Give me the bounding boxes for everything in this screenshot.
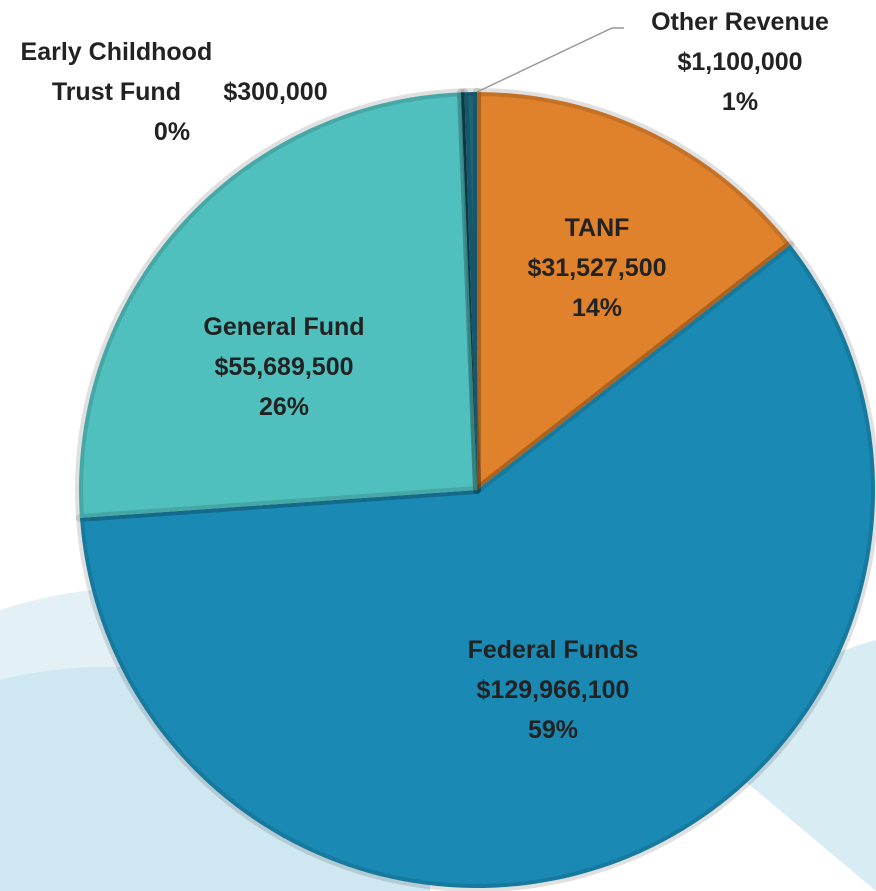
pie xyxy=(75,88,876,891)
pie-slice xyxy=(75,240,876,891)
leader-line xyxy=(476,27,624,93)
pie-slice xyxy=(75,88,481,522)
value-label: $300,000 xyxy=(216,78,328,106)
percent-label: 59% xyxy=(527,716,579,744)
pie-slice xyxy=(456,88,481,494)
slice-label: Early Childhood Trust Fund $300,000 0% xyxy=(16,32,328,152)
category-label: Early Childhood Trust Fund xyxy=(20,38,213,106)
category-label: TANF xyxy=(564,214,630,242)
category-label: General Fund xyxy=(203,313,365,341)
percent-label: 26% xyxy=(258,393,310,421)
slice-label: General Fund $55,689,500 26% xyxy=(203,307,364,427)
percent-label: 1% xyxy=(721,88,759,116)
pie-slice xyxy=(460,88,481,494)
slice-label: Federal Funds $129,966,100 59% xyxy=(468,630,639,750)
slice-label: TANF $31,527,500 14% xyxy=(527,208,666,328)
value-label: $31,527,500 xyxy=(527,254,667,282)
background-wave xyxy=(720,640,876,891)
value-label: $129,966,100 xyxy=(476,676,630,704)
category-label: Other Revenue xyxy=(651,8,829,36)
value-label: $1,100,000 xyxy=(677,48,803,76)
slice-label: Other Revenue $1,100,000 1% xyxy=(651,2,829,122)
value-label: $55,689,500 xyxy=(214,353,354,381)
pie-slice xyxy=(473,88,795,494)
category-label: Federal Funds xyxy=(467,636,639,664)
percent-label: 14% xyxy=(571,294,623,322)
percent-label: 0% xyxy=(153,118,191,146)
